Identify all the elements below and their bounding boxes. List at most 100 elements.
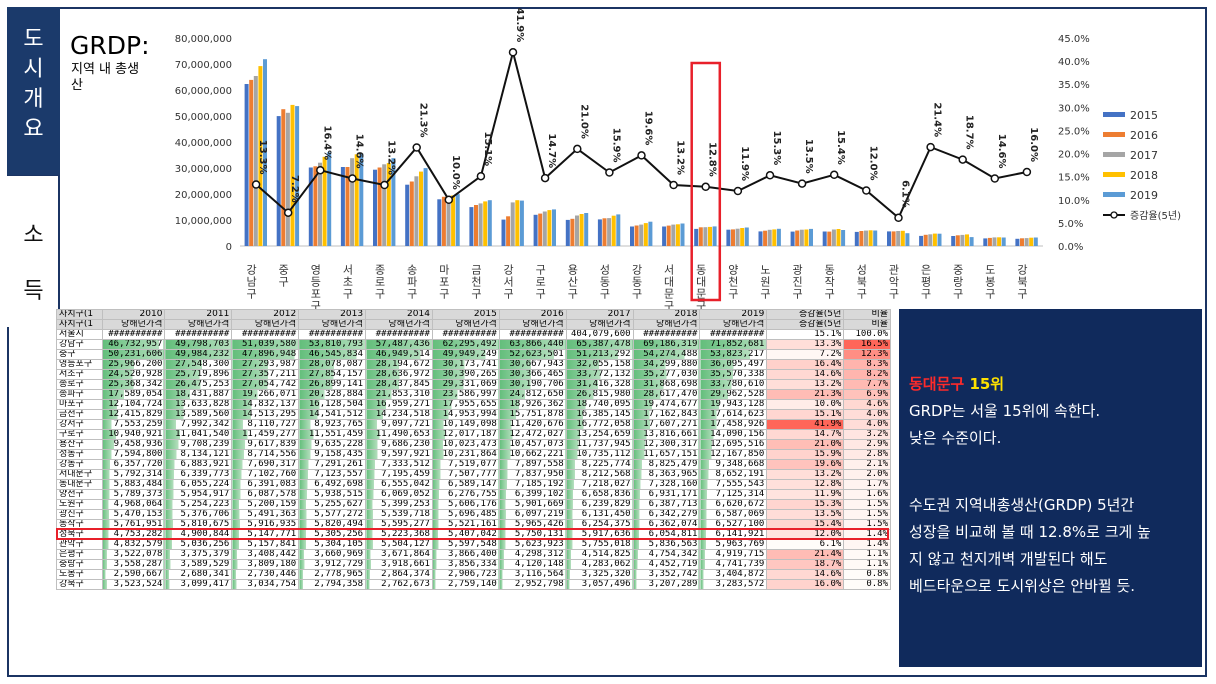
table-cell: 5,792,314 — [101, 469, 166, 480]
bar-2015 — [919, 235, 924, 246]
table-row: 서울시 ########## ########## ########## #######… — [56, 329, 891, 340]
growth-data-label: 12.8% — [707, 142, 718, 177]
table-cell: 16.0% — [766, 579, 845, 590]
table-cell: 15.9% — [766, 449, 845, 460]
table-cell: 5,595,277 — [365, 519, 433, 530]
table-cell: 7,507,777 — [431, 469, 500, 480]
growth-data-label: 16.0% — [1028, 127, 1039, 162]
bar-2016 — [987, 237, 992, 246]
y-left-tick-label: 80,000,000 — [175, 34, 232, 45]
table-cell: 49,949,249 — [431, 349, 500, 360]
x-tick-char: 금 — [469, 264, 482, 275]
panel-heading-rank: 15위 — [969, 375, 1005, 393]
growth-point — [862, 186, 871, 195]
table-cell: 3,325,320 — [565, 569, 634, 580]
table-row-label: 서대문구 — [56, 469, 103, 480]
x-tick-char: 강 — [245, 264, 258, 275]
table-cell: 7,992,342 — [164, 419, 233, 430]
table-cell: 8,212,568 — [565, 469, 634, 480]
x-tick-char: 구 — [277, 276, 290, 287]
table-cell: 7,102,760 — [231, 469, 300, 480]
table-cell: 11,459,277 — [231, 429, 300, 440]
table-row-label: 관악구 — [56, 539, 103, 550]
x-tick-char: 강 — [502, 264, 515, 275]
y-right-tick-label: 10.0% — [1058, 196, 1090, 207]
y-left-tick-label: 50,000,000 — [175, 112, 232, 123]
table-row-label: 마포구 — [56, 399, 103, 410]
growth-point — [733, 186, 743, 196]
table-cell: 26,815,980 — [565, 389, 634, 400]
table-cell: 5,147,771 — [231, 529, 300, 540]
growth-point — [316, 165, 325, 175]
table-cell: 5,755,018 — [565, 539, 634, 550]
table-cell: 2.1% — [843, 459, 891, 470]
bar-2019 — [648, 221, 653, 246]
table-cell: 6,620,672 — [699, 499, 768, 510]
table-cell: 2,778,965 — [298, 569, 367, 580]
table-row: 양천구 5,789,373 5,954,917 6,087,578 5,938,515 6… — [56, 489, 891, 500]
table-cell: 50,231,606 — [101, 349, 166, 360]
table-cell: 15.3% — [766, 499, 845, 510]
table-cell: 5,761,951 — [101, 519, 166, 530]
table-cell: ########## — [498, 329, 567, 340]
table-row: 중구 50,231,606 49,984,232 47,896,948 46,545,8… — [56, 349, 891, 360]
bar-2016 — [506, 216, 511, 246]
table-cell: 7,553,259 — [101, 419, 166, 430]
bar-2015 — [887, 231, 891, 246]
bar-2015 — [373, 169, 377, 246]
table-cell: 7,291,261 — [298, 459, 367, 470]
table-cell: 12.8% — [766, 479, 845, 490]
table-cell: 2013 — [298, 309, 367, 320]
x-tick-char: 송 — [405, 264, 418, 275]
table-cell: 35,570,338 — [699, 369, 768, 380]
table-cell: 5,696,485 — [431, 509, 500, 520]
table-cell: 14.6% — [766, 569, 845, 580]
bar-2017 — [607, 218, 612, 246]
table-cell: 11,657,151 — [632, 449, 701, 460]
growth-point — [926, 142, 935, 152]
table-cell: 8,714,556 — [231, 449, 300, 460]
bar-2015 — [469, 207, 474, 246]
table-cell: 15.1% — [766, 329, 845, 340]
table-cell: 5,597,548 — [431, 539, 500, 550]
table-cell: 6,254,375 — [565, 519, 634, 530]
table-cell: 21.3% — [766, 389, 845, 400]
table-cell: 17,458,926 — [699, 419, 768, 430]
table-cell: 14,832,137 — [231, 399, 300, 410]
table-cell: 25,368,342 — [101, 379, 166, 390]
table-cell: 6,087,578 — [231, 489, 300, 500]
bar-2017 — [285, 112, 290, 246]
table-cell: 1.1% — [843, 549, 891, 560]
bar-2018 — [611, 215, 616, 246]
table-cell: 5,491,363 — [231, 509, 300, 520]
table-cell: 6,055,224 — [164, 479, 233, 490]
table-cell: 28,194,672 — [365, 359, 433, 370]
table-cell: 5,504,127 — [365, 539, 433, 550]
panel-line-3: 수도권 지역내총생산(GRDP) 5년간 — [909, 496, 1135, 514]
table-cell: 3,034,754 — [231, 579, 300, 590]
bar-2015 — [662, 226, 667, 246]
bar-2015 — [630, 226, 634, 246]
table-cell: 3,589,529 — [164, 559, 233, 570]
legend-label: 2015 — [1130, 109, 1158, 122]
x-tick-char: 구 — [405, 288, 418, 299]
bar-2015 — [822, 231, 827, 246]
table-cell: 2011 — [164, 309, 233, 320]
y-right-tick-label: 40.0% — [1058, 57, 1090, 68]
table-cell: 5,963,769 — [699, 539, 768, 550]
growth-point — [283, 208, 293, 217]
table-cell: 11,420,676 — [498, 419, 567, 430]
bar-2016 — [602, 218, 607, 246]
table-cell: 5,223,368 — [365, 529, 433, 540]
bar-2018 — [354, 154, 359, 246]
table-row-label: 영등포구 — [56, 359, 103, 370]
bar-2017 — [735, 228, 740, 246]
table-cell: ########## — [699, 329, 768, 340]
table-cell: 3,207,289 — [632, 579, 701, 590]
table-row: 동대문구 5,883,484 6,055,224 6,391,083 6,492,698… — [56, 479, 891, 490]
growth-data-label: 41.9% — [514, 8, 525, 43]
